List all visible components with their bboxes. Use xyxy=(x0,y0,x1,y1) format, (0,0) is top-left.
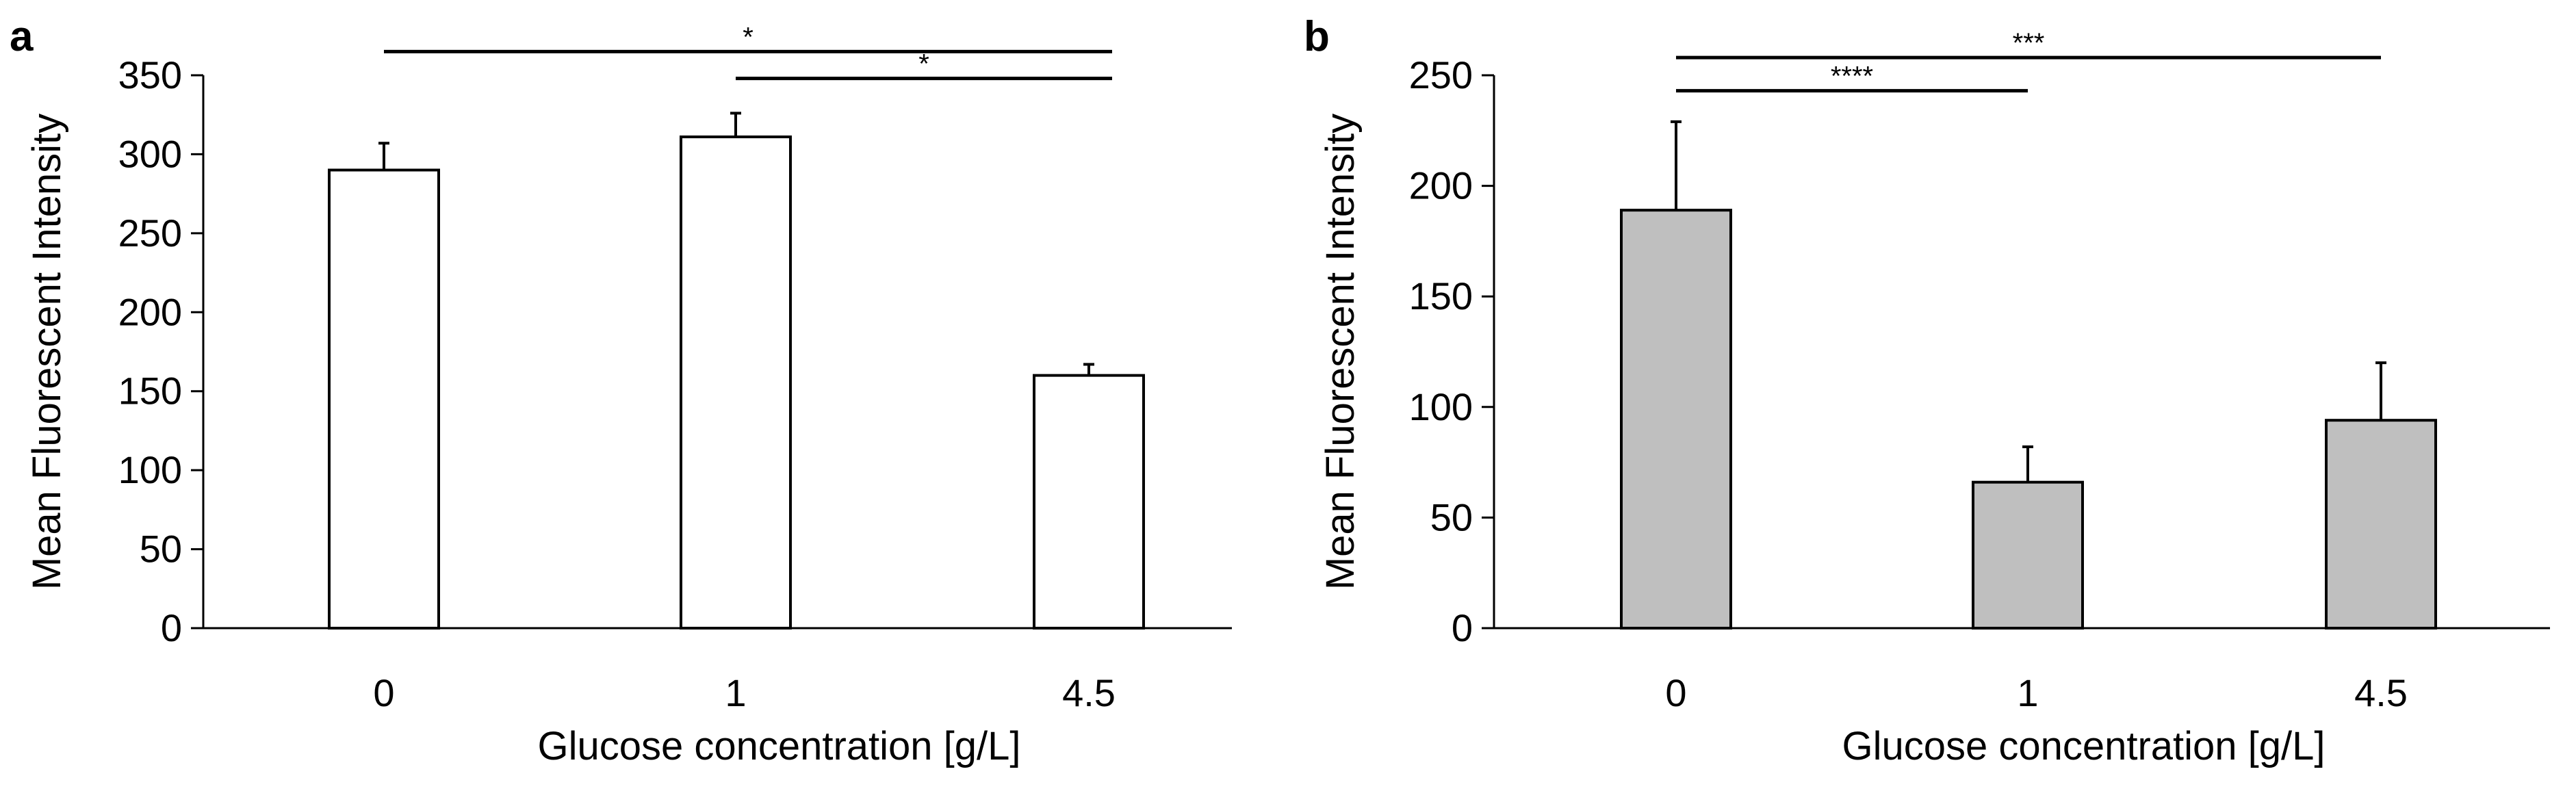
chart-a-y-tick-label: 250 xyxy=(118,211,182,255)
chart-a-group: a 0 50 100 150 200 250 300 350 Mean Fluorescent I… xyxy=(10,13,1232,768)
chart-a-bar xyxy=(1033,374,1145,630)
chart-b-y-tick-label: 0 xyxy=(1452,606,1473,649)
chart-a-y-tick-label: 50 xyxy=(140,528,182,571)
chart-b-panel-letter: b xyxy=(1304,13,1330,60)
chart-b-bar xyxy=(1972,480,2084,630)
chart-b-x-tick-label: 1 xyxy=(2017,671,2038,714)
chart-b-y-tick-label: 250 xyxy=(1409,53,1473,96)
chart-a-y-tick-label: 200 xyxy=(118,290,182,333)
chart-b-x-tick-label: 4.5 xyxy=(2354,671,2408,714)
chart-b-y-tick-label: 200 xyxy=(1409,164,1473,207)
chart-b-group: b 0 50 100 150 200 250 Mean Fluorescent Intensi… xyxy=(1304,13,2550,768)
chart-a-panel-letter: a xyxy=(10,13,34,60)
chart-b-x-tick-label: 0 xyxy=(1665,671,1686,714)
chart-a-x-axis-title: Glucose concentration [g/L] xyxy=(537,724,1020,768)
chart-b-y-tick-label: 50 xyxy=(1430,495,1473,539)
chart-b-bar xyxy=(2325,419,2437,630)
chart-b-significance-label: **** xyxy=(1831,62,1873,92)
chart-a-y-tick-label: 150 xyxy=(118,369,182,413)
chart-a-x-tick-label: 0 xyxy=(373,671,394,714)
chart-a-y-tick-label: 350 xyxy=(118,53,182,96)
chart-a-x-tick-label: 4.5 xyxy=(1062,671,1116,714)
chart-a-bar xyxy=(328,168,440,630)
chart-a-x-tick-label: 1 xyxy=(725,671,746,714)
chart-b-bar xyxy=(1620,209,1732,630)
chart-a-y-tick-label: 300 xyxy=(118,132,182,175)
chart-a-y-axis-title: Mean Fluorescent Intensity xyxy=(25,114,69,590)
chart-a-significance-label: * xyxy=(743,22,754,52)
chart-b-y-tick-label: 100 xyxy=(1409,385,1473,428)
chart-b-significance-label: *** xyxy=(2013,28,2045,58)
chart-b-x-axis-title: Glucose concentration [g/L] xyxy=(1842,724,2325,768)
chart-a-y-tick-label: 100 xyxy=(118,448,182,491)
chart-b-y-axis-title: Mean Fluorescent Intensity xyxy=(1318,114,1363,590)
chart-b-y-tick-label: 150 xyxy=(1409,274,1473,317)
chart-a-significance-label: * xyxy=(918,49,929,79)
chart-a-bar xyxy=(680,135,792,630)
chart-a-y-tick-label: 0 xyxy=(161,606,182,649)
